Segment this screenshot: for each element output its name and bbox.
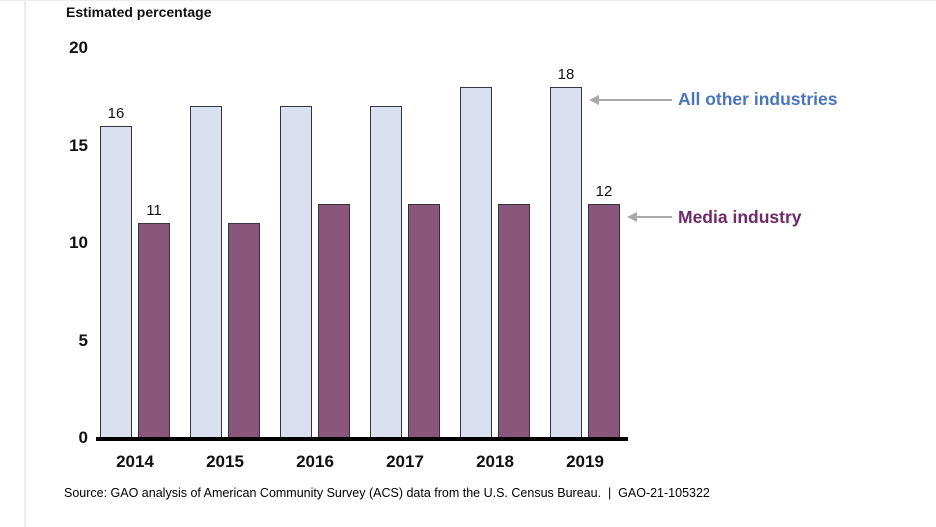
arrow-left-icon [627, 212, 637, 222]
bar-all-other-industries-2019 [550, 87, 582, 438]
x-axis-baseline [96, 437, 628, 441]
bar-media-industry-2018 [498, 204, 530, 438]
bar-media-industry-2014 [138, 223, 170, 438]
bar-value-label-media-industry-2014: 11 [146, 202, 162, 219]
x-axis-year-label-2018: 2018 [476, 452, 514, 471]
y-axis-tick-label-10: 10 [69, 233, 88, 252]
bar-media-industry-2016 [318, 204, 350, 438]
arrow-left-icon [589, 95, 599, 105]
left-hairline [24, 0, 26, 527]
x-axis-year-label-2015: 2015 [206, 452, 244, 471]
arrow-line [636, 216, 672, 218]
bar-all-other-industries-2014 [100, 126, 132, 438]
legend-label-media-industry: Media industry [678, 207, 802, 227]
top-hairline [0, 0, 936, 1]
bar-media-industry-2017 [408, 204, 440, 438]
bar-all-other-industries-2016 [280, 106, 312, 438]
y-axis-tick-label-0: 0 [78, 428, 88, 447]
bar-all-other-industries-2017 [370, 106, 402, 438]
bar-value-label-all-other-industries-2014: 16 [107, 105, 125, 122]
y-axis-tick-label-15: 15 [69, 135, 88, 155]
legend-label-all-other-industries: All other industries [678, 89, 838, 109]
x-axis-year-label-2014: 2014 [116, 452, 154, 471]
bar-all-other-industries-2018 [460, 87, 492, 438]
source-note: Source: GAO analysis of American Communi… [64, 486, 710, 500]
chart-title: Estimated percentage [66, 4, 212, 20]
bar-value-label-all-other-industries-2019: 18 [557, 66, 575, 83]
y-axis-tick-label-20: 20 [69, 38, 88, 57]
arrow-line [598, 99, 672, 101]
bar-all-other-industries-2015 [190, 106, 222, 438]
x-axis-year-label-2016: 2016 [296, 452, 334, 471]
x-axis-year-label-2017: 2017 [386, 452, 424, 471]
y-axis-tick-label-5: 5 [78, 330, 88, 350]
bar-value-label-media-industry-2019: 12 [595, 183, 613, 200]
bar-media-industry-2019 [588, 204, 620, 438]
bar-media-industry-2015 [228, 223, 260, 438]
x-axis-year-label-2019: 2019 [566, 452, 604, 471]
